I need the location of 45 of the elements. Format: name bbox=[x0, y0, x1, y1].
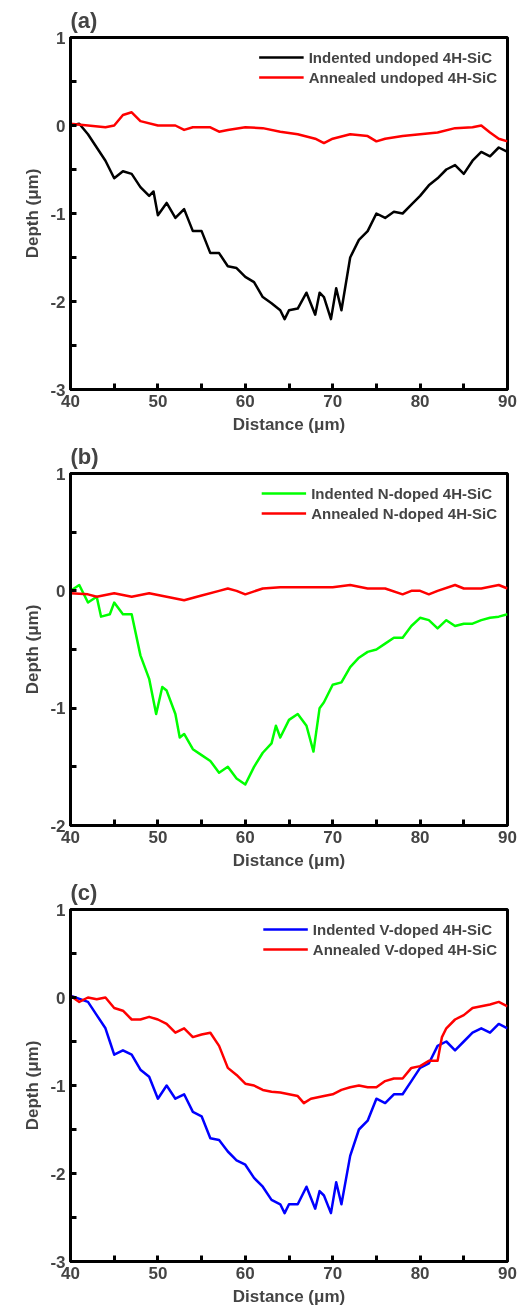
y-tick-label: 1 bbox=[56, 900, 66, 920]
y-tick-label: 0 bbox=[56, 116, 66, 136]
x-tick-label: 70 bbox=[323, 391, 343, 411]
y-axis-title: Depth (μm) bbox=[23, 604, 43, 695]
y-axis-title: Depth (μm) bbox=[23, 168, 43, 259]
line-series bbox=[70, 583, 508, 602]
x-tick-label: 80 bbox=[410, 827, 430, 847]
x-tick-label: 60 bbox=[235, 827, 255, 847]
chart-title: (a) bbox=[70, 7, 98, 33]
y-tick-label: -2 bbox=[50, 1164, 66, 1184]
x-tick-label: 50 bbox=[148, 1263, 168, 1283]
x-axis-title: Distance (μm) bbox=[232, 414, 346, 434]
y-tick-label: 0 bbox=[56, 988, 66, 1008]
x-tick-label: 70 bbox=[323, 1263, 343, 1283]
y-tick-label: -1 bbox=[50, 204, 66, 224]
x-tick-label: 90 bbox=[498, 1263, 517, 1283]
legend-label: Annealed undoped 4H-SiC bbox=[308, 68, 497, 86]
line-series bbox=[70, 994, 508, 1215]
x-axis-title: Distance (μm) bbox=[232, 850, 346, 870]
y-tick-label: -1 bbox=[50, 1076, 66, 1096]
y-tick-label: -1 bbox=[50, 699, 66, 719]
x-tick-label: 70 bbox=[323, 827, 343, 847]
y-axis-title: Depth (μm) bbox=[23, 1040, 43, 1131]
y-tick-label: 1 bbox=[56, 464, 66, 484]
line-series bbox=[70, 583, 508, 786]
x-tick-label: 90 bbox=[498, 827, 517, 847]
legend-label: Indented V-doped 4H-SiC bbox=[312, 920, 492, 938]
legend-label: Indented N-doped 4H-SiC bbox=[311, 484, 492, 502]
x-tick-label: 90 bbox=[498, 391, 517, 411]
chart-title: (b) bbox=[70, 443, 99, 469]
x-tick-label: 80 bbox=[410, 391, 430, 411]
x-tick-label: 60 bbox=[235, 1263, 255, 1283]
y-tick-label: 0 bbox=[56, 581, 66, 601]
y-tick-label: -2 bbox=[50, 292, 66, 312]
x-tick-label: 50 bbox=[148, 391, 168, 411]
x-tick-label: 80 bbox=[410, 1263, 430, 1283]
legend-label: Annealed N-doped 4H-SiC bbox=[311, 504, 497, 522]
x-tick-label: 60 bbox=[235, 391, 255, 411]
legend-label: Annealed V-doped 4H-SiC bbox=[312, 940, 497, 958]
line-series bbox=[70, 111, 508, 145]
legend-label: Indented undoped 4H-SiC bbox=[308, 48, 492, 66]
x-tick-label: 50 bbox=[148, 827, 168, 847]
x-axis-title: Distance (μm) bbox=[232, 1286, 346, 1306]
y-tick-label: 1 bbox=[56, 28, 66, 48]
chart-title: (c) bbox=[70, 879, 98, 905]
